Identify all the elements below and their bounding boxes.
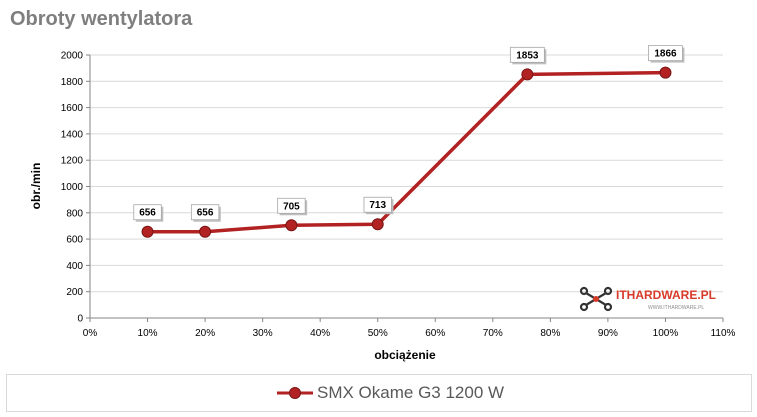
y-tick-label: 1000 (61, 182, 84, 193)
data-point (659, 66, 672, 79)
y-tick-label: 1600 (61, 103, 84, 114)
data-label: 713 (369, 200, 386, 211)
data-point (371, 218, 384, 231)
y-tick-label: 200 (66, 287, 83, 298)
data-label-box (509, 46, 545, 63)
data-label: 656 (197, 208, 214, 219)
x-tick-label: 110% (711, 328, 736, 339)
data-label-box (277, 197, 306, 214)
data-label: 1853 (516, 50, 539, 61)
x-axis-title: obciążenie (374, 348, 436, 362)
x-tick-label: 0% (83, 328, 98, 339)
watermark: ITHARDWARE.PL WWW.ITHARDWARE.PL (578, 285, 728, 313)
line-chart: 0 200 400 600 800 1000 1200 1400 1600 1800 2000 0%… (29, 45, 736, 362)
ithardware-logo: ITHARDWARE.PL WWW.ITHARDWARE.PL (579, 286, 716, 312)
y-tick-label: 2000 (61, 51, 84, 62)
data-label-box (363, 196, 392, 213)
x-tick-label: 90% (598, 328, 618, 339)
y-tick-label: 1200 (61, 156, 84, 167)
y-tick-label: 400 (66, 261, 83, 272)
y-tick-label: 0 (77, 314, 83, 325)
data-point (285, 219, 298, 232)
y-tick-label: 600 (66, 235, 83, 246)
x-tick-label: 50% (368, 328, 388, 339)
x-tick-label: 100% (653, 328, 679, 339)
watermark-brand: ITHARDWARE.PL (616, 288, 716, 302)
y-axis-title: obr./min (29, 163, 43, 210)
x-tick-label: 30% (253, 328, 273, 339)
data-label-box (133, 204, 162, 221)
x-tick-label: 80% (540, 328, 560, 339)
data-label: 1866 (654, 49, 677, 60)
series-line (147, 70, 666, 234)
chart-title: Obroty wentylatora (10, 8, 193, 30)
y-tick-label: 1400 (61, 129, 84, 140)
x-tick-label: 60% (425, 328, 445, 339)
data-label-box (190, 204, 220, 221)
x-tick-label: 20% (195, 328, 215, 339)
legend: SMX Okame G3 1200 W (6, 374, 752, 412)
legend-marker (277, 387, 313, 399)
data-label: 705 (283, 201, 300, 212)
axes (86, 54, 724, 322)
data-point (521, 68, 534, 81)
legend-label: SMX Okame G3 1200 W (317, 383, 505, 402)
data-point (141, 225, 154, 238)
data-labels: 656 656 705 713 1853 1866 (133, 45, 685, 222)
data-label: 656 (139, 208, 156, 219)
grid-lines (90, 54, 723, 293)
y-tick-label: 800 (66, 208, 83, 219)
x-tick-label: 10% (138, 328, 158, 339)
y-axis-ticks: 0 200 400 600 800 1000 1200 1400 1600 1800 2000 (61, 51, 84, 325)
data-point (199, 225, 212, 238)
data-label-box (648, 45, 683, 62)
x-tick-label: 40% (310, 328, 330, 339)
y-tick-label: 1800 (61, 77, 84, 88)
x-axis-ticks: 0% 10% 20% 30% 40% 50% 60% 70% 80% 90% 100% 110% (83, 328, 736, 339)
series (141, 66, 672, 238)
x-tick-label: 70% (483, 328, 503, 339)
watermark-url: WWW.ITHARDWARE.PL (648, 305, 704, 311)
